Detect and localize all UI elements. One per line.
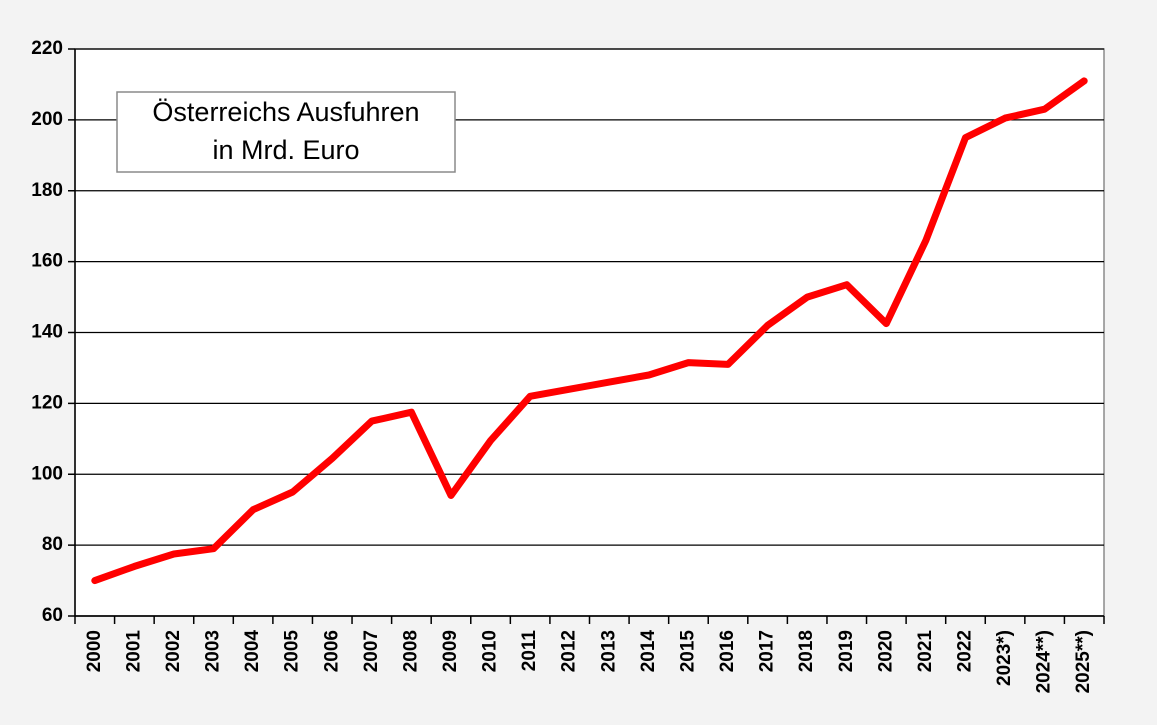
x-tick-label: 2015 (677, 630, 698, 673)
x-tick-label: 2007 (361, 630, 382, 672)
title-box (116, 91, 456, 173)
x-tick-label: 2022 (954, 630, 975, 672)
x-tick-label: 2020 (875, 630, 896, 672)
x-tick-label: 2008 (400, 630, 421, 672)
x-tick-label: 2019 (836, 630, 857, 672)
x-tick-label: 2017 (757, 630, 778, 672)
x-tick-label: 2002 (163, 630, 184, 672)
x-tick-label: 2006 (321, 630, 342, 672)
y-tick-label: 80 (42, 534, 63, 555)
x-tick-label: 2023*) (994, 630, 1015, 686)
y-tick-label: 180 (31, 180, 63, 201)
y-tick-label: 140 (31, 322, 63, 343)
x-tick-label: 2014 (638, 630, 659, 673)
x-tick-label: 2012 (559, 630, 580, 672)
x-tick-label: 2009 (440, 630, 461, 672)
chart-title: in Mrd. Euro (212, 135, 359, 165)
x-tick-label: 2024**) (1034, 630, 1055, 693)
x-tick-label: 2025**) (1073, 630, 1094, 693)
y-tick-label: 160 (31, 251, 63, 272)
x-tick-label: 2021 (915, 630, 936, 673)
x-tick-label: 2003 (203, 630, 224, 672)
y-tick-label: 220 (31, 38, 63, 59)
x-tick-label: 2010 (480, 630, 501, 672)
y-tick-label: 120 (31, 392, 63, 413)
chart-title: Österreichs Ausfuhren (152, 97, 419, 127)
x-tick-label: 2018 (796, 630, 817, 672)
y-tick-label: 60 (42, 605, 63, 626)
x-tick-label: 2011 (519, 630, 540, 672)
x-tick-label: 2013 (598, 630, 619, 672)
x-tick-label: 2005 (282, 630, 303, 673)
line (91, 77, 1088, 585)
x-tick-label: 2004 (242, 630, 263, 673)
y-tick-label: 100 (31, 463, 63, 484)
y-tick-label: 200 (31, 109, 63, 130)
x-tick-label: 2001 (123, 630, 144, 673)
x-tick-label: 2000 (84, 630, 105, 672)
x-tick-label: 2016 (717, 630, 738, 672)
